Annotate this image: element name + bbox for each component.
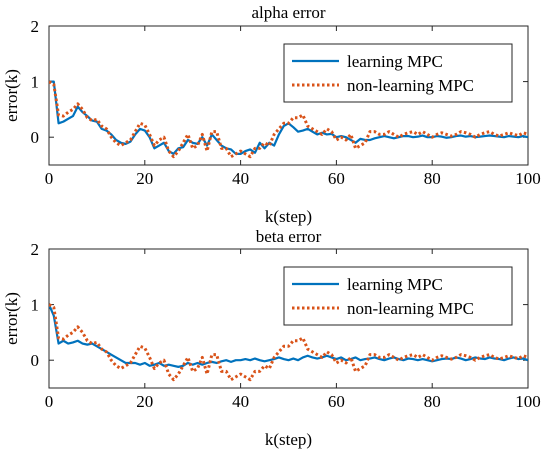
x-tick-label: 100 (515, 169, 541, 188)
y-tick-label: 0 (31, 128, 40, 147)
plot-area-frame (48, 25, 529, 166)
legend-entry: learning MPC (347, 52, 443, 71)
x-tick-label: 80 (424, 169, 441, 188)
legend-entry: learning MPC (347, 275, 443, 294)
chart-2: beta error 0 20 40 60 80 100 0 1 2 k(step) error(k)… (2, 227, 541, 449)
x-tick-label: 40 (232, 169, 249, 188)
series-line-non-learning-mpc (49, 303, 528, 382)
legend: learning MPC non-learning MPC (283, 266, 513, 326)
y-tick-label: 2 (31, 17, 40, 36)
x-tick-label: 80 (424, 392, 441, 411)
x-tick-label: 0 (45, 169, 54, 188)
y-tick-label: 0 (31, 351, 40, 370)
legend: learning MPC non-learning MPC (283, 43, 513, 103)
y-tick-label: 2 (31, 240, 40, 259)
x-tick-label: 60 (328, 169, 345, 188)
chart-1: alpha error 0 20 40 60 80 100 0 1 2 k(step) error(k… (2, 3, 541, 226)
x-tick-label: 20 (136, 169, 153, 188)
legend-box (283, 43, 513, 103)
x-tick-label: 100 (515, 392, 541, 411)
x-tick-label: 0 (45, 392, 54, 411)
x-tick-label: 20 (136, 392, 153, 411)
chart-title: beta error (256, 227, 322, 246)
legend-box (283, 266, 513, 326)
x-tick-label: 40 (232, 392, 249, 411)
series-line-learning-mpc (49, 304, 528, 368)
legend-entry: non-learning MPC (347, 76, 474, 95)
legend-entry: non-learning MPC (347, 299, 474, 318)
x-axis-label: k(step) (265, 207, 312, 226)
x-tick-label: 60 (328, 392, 345, 411)
y-axis-label: error(k) (2, 69, 21, 122)
series-line-non-learning-mpc (49, 80, 528, 159)
chart-title: alpha error (251, 3, 325, 22)
y-tick-label: 1 (31, 73, 40, 92)
y-axis-label: error(k) (2, 292, 21, 345)
plot-area-frame (48, 248, 529, 389)
y-tick-label: 1 (31, 296, 40, 315)
x-axis-label: k(step) (265, 430, 312, 449)
